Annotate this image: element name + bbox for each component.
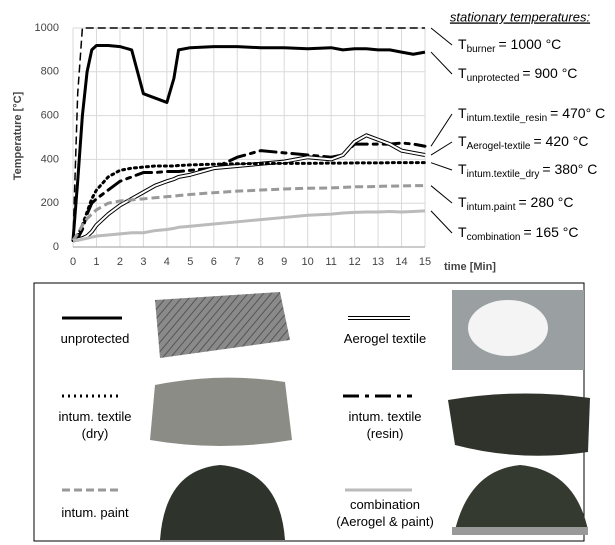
- annotation-rest: = 280 °C: [518, 194, 573, 210]
- photo: [160, 465, 285, 540]
- photo: [452, 527, 588, 535]
- annotation: Tburner= 1000 °C: [458, 36, 561, 55]
- legend-label: intum. textile (resin): [335, 408, 435, 442]
- annotation-sub: Aerogel-textile: [467, 141, 531, 152]
- annotation-rest: = 420 °C: [533, 133, 588, 149]
- annotation: Tintum.textile_resin= 470° C: [458, 105, 605, 124]
- legend-label: intum. textile (dry): [45, 408, 145, 442]
- line: [73, 211, 425, 241]
- legend-label: unprotected: [45, 330, 145, 347]
- x-tick-label: 8: [258, 256, 264, 268]
- x-tick-label: 0: [70, 256, 76, 268]
- x-tick-label: 7: [234, 256, 240, 268]
- leader-line: [431, 52, 452, 74]
- annotation-rest: = 1000 °C: [498, 36, 561, 52]
- x-tick-label: 11: [325, 256, 336, 268]
- annotation: Tintum.paint= 280 °C: [458, 194, 574, 213]
- annotation-title: stationary temperatures:: [450, 9, 591, 24]
- annotation: Tintum.textile_dry= 380° C: [458, 161, 597, 180]
- leader-line: [431, 28, 452, 45]
- x-tick-label: 4: [164, 256, 170, 268]
- annotation-rest: = 380° C: [542, 161, 597, 177]
- line: [73, 28, 425, 240]
- x-axis-label: time [Min]: [444, 261, 496, 273]
- annotation-sub: intum.textile_resin: [467, 113, 548, 124]
- legend-label: combination (Aerogel & paint): [325, 496, 445, 530]
- annotation-sub: intum.textile_dry: [467, 169, 540, 180]
- legend-label: intum. paint: [45, 504, 145, 521]
- x-tick-label: 5: [187, 256, 193, 268]
- x-tick-label: 6: [211, 256, 217, 268]
- y-tick-label: 800: [41, 66, 59, 78]
- leader-line: [431, 211, 452, 233]
- photo: [468, 300, 548, 356]
- x-tick-label: 13: [372, 256, 384, 268]
- x-tick-label: 9: [281, 256, 287, 268]
- legend-label: Aerogel textile: [330, 330, 440, 347]
- annotation-rest: = 165 °C: [523, 224, 578, 240]
- leader-line: [431, 114, 452, 146]
- leader-line: [431, 142, 452, 155]
- annotation-sub: intum.paint: [467, 202, 516, 213]
- annotation-sub: combination: [467, 232, 521, 243]
- y-tick-label: 1000: [35, 22, 59, 34]
- x-tick-label: 3: [140, 256, 146, 268]
- annotation-rest: = 900 °C: [522, 65, 577, 81]
- leader-line: [431, 186, 452, 203]
- photo: [155, 292, 290, 358]
- x-tick-label: 12: [348, 256, 360, 268]
- y-tick-label: 600: [41, 110, 59, 122]
- chart: Temperature [°C] time [Min] stationary t…: [0, 0, 615, 545]
- x-tick-label: 10: [302, 256, 314, 268]
- page: Temperature [°C] time [Min] stationary t…: [0, 0, 615, 545]
- leader-line: [431, 163, 452, 170]
- annotation-sub: unprotected: [467, 73, 520, 84]
- annotation-rest: = 470° C: [550, 105, 605, 121]
- x-tick-label: 15: [419, 256, 431, 268]
- y-axis-label: Temperature [°C]: [12, 91, 24, 180]
- y-tick-label: 200: [41, 197, 59, 209]
- photo: [150, 378, 292, 446]
- photo: [448, 393, 590, 455]
- x-tick-label: 2: [117, 256, 123, 268]
- x-tick-label: 14: [395, 256, 407, 268]
- annotation-sub: burner: [467, 44, 497, 55]
- annotation: TAerogel-textile= 420 °C: [458, 133, 589, 152]
- annotation: Tcombination= 165 °C: [458, 224, 579, 243]
- y-tick-label: 0: [53, 241, 59, 253]
- y-tick-label: 400: [41, 153, 59, 165]
- x-tick-label: 1: [93, 256, 99, 268]
- annotation: Tunprotected= 900 °C: [458, 65, 577, 84]
- photo: [455, 465, 588, 530]
